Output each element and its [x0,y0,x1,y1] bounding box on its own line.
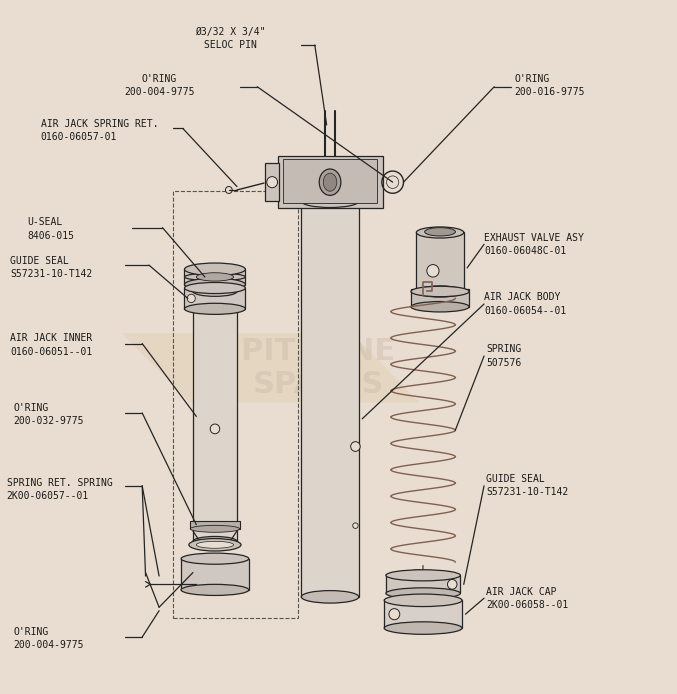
Ellipse shape [196,273,234,281]
Ellipse shape [184,273,245,281]
Ellipse shape [193,287,237,296]
Circle shape [389,609,399,620]
Ellipse shape [196,541,234,548]
Text: SPRING
507576: SPRING 507576 [486,344,521,368]
Text: Ø3/32 X 3/4"
SELOC PIN: Ø3/32 X 3/4" SELOC PIN [195,26,265,50]
Circle shape [447,579,457,589]
Bar [265,163,279,201]
Bar [386,575,460,593]
Text: O'RING
200-004-9775: O'RING 200-004-9775 [124,74,194,97]
Ellipse shape [386,570,460,581]
Ellipse shape [301,195,359,208]
Circle shape [187,294,196,303]
Ellipse shape [384,622,462,634]
Text: AIR JACK BODY
0160-06054--01: AIR JACK BODY 0160-06054--01 [484,292,566,316]
Bar [384,600,462,628]
Bar [416,232,464,291]
Text: O'RING
200-016-9775: O'RING 200-016-9775 [515,74,585,97]
Circle shape [267,177,278,188]
Ellipse shape [411,302,469,312]
Ellipse shape [184,303,245,314]
Text: EXHAUST VALVE ASY
0160-06048C-01: EXHAUST VALVE ASY 0160-06048C-01 [484,232,584,256]
Bar [190,520,240,529]
Text: GUIDE SEAL
S57231-10-T142: GUIDE SEAL S57231-10-T142 [486,474,568,498]
Bar [193,291,237,541]
Ellipse shape [184,263,245,276]
Text: O'RING
200-032-9775: O'RING 200-032-9775 [14,403,84,426]
Text: U-SEAL
8406-015: U-SEAL 8406-015 [27,217,74,241]
Bar [173,191,298,618]
Ellipse shape [184,278,245,291]
Bar [184,288,245,309]
Bar [411,289,469,307]
Bar [184,269,245,285]
Circle shape [353,523,358,528]
Ellipse shape [301,591,359,603]
Text: AIR JACK CAP
2K00-06058--01: AIR JACK CAP 2K00-06058--01 [486,586,568,610]
Text: AIR JACK INNER
0160-06051--01: AIR JACK INNER 0160-06051--01 [10,333,92,357]
Circle shape [427,264,439,277]
Ellipse shape [416,227,464,238]
Ellipse shape [386,588,460,599]
Circle shape [351,441,360,451]
Text: O'RING
200-004-9775: O'RING 200-004-9775 [14,627,84,650]
Ellipse shape [189,539,241,551]
Ellipse shape [181,553,248,564]
Ellipse shape [181,584,248,595]
Ellipse shape [190,525,240,532]
Bar [283,159,377,203]
Circle shape [210,424,219,434]
Bar [181,559,249,590]
Ellipse shape [384,594,462,607]
Ellipse shape [184,282,245,294]
Circle shape [225,187,232,194]
Bar [278,156,383,208]
Polygon shape [122,333,420,403]
Text: SPRING RET. SPRING
2K00-06057--01: SPRING RET. SPRING 2K00-06057--01 [7,477,112,501]
Ellipse shape [416,286,464,297]
Text: PIT LANE
SPARES: PIT LANE SPARES [241,337,395,399]
Circle shape [387,176,399,189]
Ellipse shape [193,536,237,546]
Ellipse shape [324,174,336,192]
Text: GUIDE SEAL
S57231-10-T142: GUIDE SEAL S57231-10-T142 [10,255,92,279]
Bar [301,201,359,597]
Ellipse shape [320,169,341,196]
Text: AIR JACK SPRING RET.
0160-06057-01: AIR JACK SPRING RET. 0160-06057-01 [41,119,158,142]
Ellipse shape [411,287,469,297]
Ellipse shape [424,228,456,236]
